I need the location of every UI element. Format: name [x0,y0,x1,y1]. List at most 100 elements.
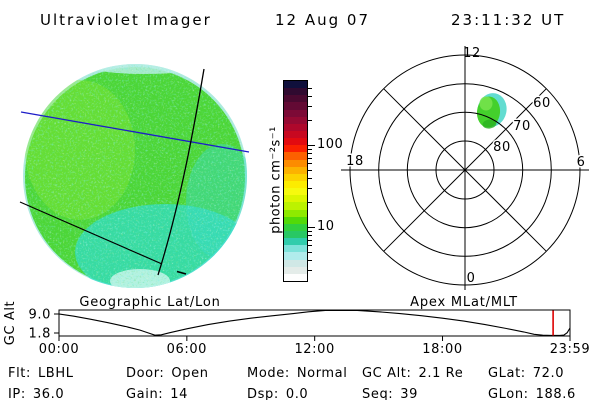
colorbar-step [284,195,307,203]
colorbar-step [284,238,307,246]
x-tick-label: 23:59 [550,342,590,357]
colorbar-minor-tick [308,148,312,150]
status-item: GC Alt: 2.1 Re [362,366,463,381]
colorbar-step [284,159,307,167]
mlt-spoke [383,169,466,252]
colorbar-minor-tick [308,169,312,171]
colorbar-step [284,102,307,110]
colorbar-step [284,95,307,103]
x-tick-label: 12:00 [294,342,334,357]
status-item: Flt: LBHL [8,366,74,381]
colorbar-step [284,116,307,124]
status-item: GLon: 188.6 [488,387,576,400]
mlt-spoke [383,88,466,171]
colorbar-step [284,88,307,96]
mlt-spoke [464,169,547,252]
status-value: LBHL [37,366,74,381]
mlt-label: 6 [577,155,586,170]
status-value: 188.6 [535,387,576,400]
colorbar-tick-label: 10 [317,219,335,234]
status-value: Normal [296,366,348,381]
colorbar-step [284,266,307,274]
colorbar-minor-tick [308,105,312,107]
status-label: Flt: [8,366,31,381]
colorbar-step [284,230,307,239]
status-item: Door: Open [126,366,209,381]
gc-alt-curve [59,310,570,336]
colorbar-minor-tick [308,152,312,154]
colorbar-minor-tick [308,187,312,189]
status-label: Dsp: [247,387,279,400]
colorbar-minor-tick [308,269,312,271]
status-value: Open [171,366,209,381]
x-tick-label: 06:00 [167,342,207,357]
status-item: Mode: Normal [247,366,347,381]
status-label: IP: [8,387,26,400]
status-item: IP: 36.0 [8,387,64,400]
colorbar-step [284,209,307,217]
disk-shading [24,64,247,288]
colorbar-step [284,273,307,281]
colorbar-minor-tick [308,163,312,165]
disk-panel-caption: Geographic Lat/Lon [79,295,221,310]
colorbar-step [284,259,307,267]
colorbar-unit-label: photon cm⁻²s⁻¹ [268,126,284,234]
colorbar-step [284,252,307,260]
status-value: 72.0 [532,366,565,381]
colorbar-minor-tick [308,157,312,159]
meridian-grid-line [157,68,205,276]
x-tick-label: 00:00 [39,342,79,357]
grid-tick-mark [176,270,187,275]
status-item: Dsp: 0.0 [247,387,308,400]
chart-frame [58,309,571,337]
y-tick-label: 1.8 [29,327,51,342]
mlt-label: 12 [463,46,481,61]
colorbar-step [284,138,307,146]
status-item: GLat: 72.0 [488,366,564,381]
colorbar-step [284,245,307,253]
colorbar-minor-tick [308,177,312,179]
colorbar-minor-tick [308,95,312,97]
polar-panel-caption: Apex MLat/MLT [410,295,518,310]
mlat-label: 70 [513,119,531,134]
status-item: Gain: 14 [126,387,188,400]
colorbar-step [284,180,307,189]
colorbar-minor-tick [308,202,312,204]
colorbar-minor-tick [308,259,312,261]
y-tick-label: 9.0 [29,308,51,323]
colorbar-step [284,188,307,196]
mlat-label: 80 [493,140,511,155]
colorbar-step [284,130,307,139]
colorbar-step [284,109,307,117]
app-title: Ultraviolet Imager [40,11,212,29]
colorbar-major-tick [308,227,315,228]
status-label: GC Alt: [362,366,412,381]
status-label: Mode: [247,366,290,381]
gc-alt-chart: GC Alt 9.0 1.800:00 06:00 12:00 18:00 23:59 [3,301,590,357]
colorbar-major-tick [308,145,315,146]
colorbar-step [284,223,307,231]
status-value: 14 [170,387,189,400]
status-label: GLon: [488,387,529,400]
colorbar-step [284,202,307,210]
latitude-grid-line [20,111,250,153]
colorbar-minor-tick [308,234,312,236]
colorbar-minor-tick [308,251,312,253]
colorbar-minor-tick [308,245,312,247]
colorbar-step [284,166,307,174]
colorbar-tick-label: 100 [317,137,344,152]
mlt-spoke [464,88,547,171]
header-time: 23:11:32 UT [451,11,566,29]
status-item: Seq: 39 [362,387,418,400]
latitude-grid-line-2 [19,201,163,265]
status-value: 36.0 [32,387,65,400]
colorbar-minor-tick [308,120,312,122]
mlt-label: 0 [467,271,476,286]
colorbar-minor-tick [308,239,312,241]
status-label: Seq: [362,387,394,400]
colorbar-step [284,81,307,89]
header-date: 12 Aug 07 [275,11,370,29]
status-label: GLat: [488,366,526,381]
